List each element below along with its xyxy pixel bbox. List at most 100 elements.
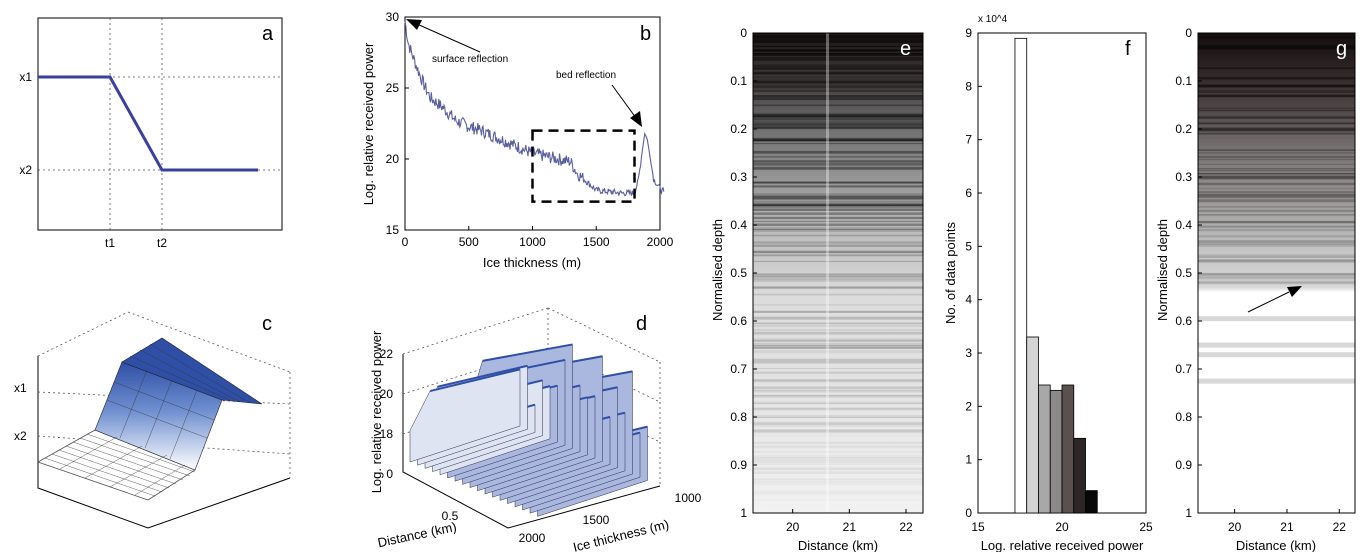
panel-a-y-tick: x1 [19, 70, 32, 84]
panel-d-x-tick: 0 [386, 467, 393, 481]
panel-b-x-tick: 500 [459, 235, 479, 249]
panel-d-y-tick: 1000 [675, 491, 702, 505]
panel-a-x-tick: t1 [105, 236, 115, 250]
panel-x-tick: 21 [843, 520, 857, 534]
panel-f-bar [1038, 384, 1051, 514]
panel-y-tick: 1 [740, 506, 747, 520]
panel-y-tick: 1 [1185, 506, 1192, 520]
panel-f-y-tick: 6 [965, 186, 972, 200]
panel-f-y-tick: 4 [965, 293, 972, 307]
panel-d-y-tick: 2000 [519, 531, 546, 545]
panel-y-tick: 0.7 [730, 362, 747, 376]
panel-b-annotation: surface reflection [432, 54, 508, 65]
panel-y-tick: 0.4 [1175, 218, 1192, 232]
panel-y-tick: 0.3 [1175, 170, 1192, 184]
panel-b-y-tick: 20 [386, 152, 400, 166]
panel-x-tick: 22 [899, 520, 913, 534]
panel-b-y-tick: 30 [386, 10, 400, 24]
panel-label-d: d [636, 313, 647, 335]
panel-e: 0 0.1 0.2 0.3 0.4 0.5 0.6 0.7 0.8 0.9 1 20 21 22 Dis… [710, 26, 924, 552]
panel-f-y-tick: 1 [965, 453, 972, 467]
panel-f-bar [1085, 490, 1098, 514]
panel-y-tick: 0.2 [1175, 122, 1192, 136]
panel-b-x-tick: 0 [402, 235, 409, 249]
panel-label-g: g [1336, 38, 1347, 60]
panel-b-series-line [404, 21, 665, 197]
panel-f-y-label: No. of data points [943, 222, 958, 324]
panel-y-tick: 0.6 [1175, 314, 1192, 328]
panel-a-y-tick: x2 [19, 163, 32, 177]
panel-y-tick: 0.9 [730, 458, 747, 472]
panel-g-x-label: Distance (km) [1236, 538, 1316, 552]
panel-c: x1 x2 c [14, 311, 291, 529]
panel-y-tick: 0.2 [730, 122, 747, 136]
panel-b-x-tick: 1000 [519, 235, 546, 249]
panel-e-y-label: Normalised depth [710, 219, 725, 321]
panel-g-layers [1198, 36, 1355, 384]
panel-y-tick: 0.8 [730, 410, 747, 424]
panel-c-y-tick: x2 [14, 429, 27, 443]
panel-e-layers [753, 35, 923, 474]
panel-b-x-tick: 2000 [647, 235, 674, 249]
panel-y-tick: 0 [1185, 26, 1192, 40]
panel-f-bar [1014, 37, 1028, 514]
panel-e-x-label: Distance (km) [798, 538, 878, 552]
panel-f-bar [1049, 389, 1063, 514]
panel-a-series-line [38, 75, 258, 172]
panel-f-multiplier: x 10^4 [978, 14, 1008, 25]
panel-f-x-label: Log. relative received power [981, 538, 1144, 552]
panel-y-tick: 0.5 [730, 266, 747, 280]
panel-f: 0 1 2 3 4 5 6 7 8 9 15 20 25 x 10^4 Log. relative r… [943, 14, 1153, 552]
panel-x-tick: 21 [1280, 520, 1294, 534]
panel-c-y-tick: x1 [14, 381, 27, 395]
panel-f-y-tick: 8 [965, 79, 972, 93]
panel-g: 0 0.1 0.2 0.3 0.4 0.5 0.6 0.7 0.8 0.9 1 20 21 22 Dis… [1155, 26, 1356, 552]
panel-d-z-tick: 20 [380, 387, 394, 401]
panel-d-x-tick: 0.5 [442, 509, 459, 523]
panel-y-tick: 0.1 [1175, 74, 1192, 88]
panel-d-z-tick: 22 [380, 347, 394, 361]
panel-b-annotation: bed reflection [556, 70, 616, 81]
panel-f-bar [1026, 336, 1039, 514]
panel-label-b: b [640, 23, 651, 45]
panel-b-dashed-box [531, 129, 636, 203]
panel-e-image [753, 33, 923, 513]
panel-y-tick: 0.7 [1175, 362, 1192, 376]
panel-y-tick: 0.9 [1175, 458, 1192, 472]
panel-label-e: e [900, 38, 911, 60]
panel-a: t1 t2 x1 x2 a [19, 17, 283, 250]
panel-f-y-tick: 7 [965, 133, 972, 147]
panel-f-bar [1061, 384, 1075, 514]
panel-y-tick: 0 [740, 26, 747, 40]
panel-x-tick: 20 [786, 520, 800, 534]
panel-b: 0 500 1000 1500 2000 15 20 25 30 Ice thickness … [361, 10, 674, 270]
panel-d-z-tick: 18 [380, 427, 394, 441]
panel-f-y-tick: 0 [965, 506, 972, 520]
panel-label-c: c [262, 313, 272, 335]
panel-y-tick: 0.1 [730, 74, 747, 88]
panel-y-tick: 0.5 [1175, 266, 1192, 280]
panel-x-tick: 22 [1333, 520, 1347, 534]
panel-g-image [1198, 33, 1355, 513]
panel-g-y-label: Normalised depth [1155, 219, 1170, 321]
panel-d-y-tick: 1500 [583, 513, 610, 527]
panel-f-y-tick: 9 [965, 26, 972, 40]
panel-b-x-label: Ice thickness (m) [483, 255, 581, 270]
panel-b-y-tick: 15 [386, 223, 400, 237]
panel-label-f: f [1125, 38, 1131, 60]
panel-f-bar [1073, 437, 1086, 514]
panel-f-x-tick: 15 [971, 520, 985, 534]
panel-y-tick: 0.4 [730, 218, 747, 232]
panel-label-a: a [262, 23, 274, 45]
panel-b-y-tick: 25 [386, 81, 400, 95]
panel-b-x-tick: 1500 [583, 235, 610, 249]
panel-f-x-tick: 20 [1055, 520, 1069, 534]
panel-f-y-tick: 5 [965, 239, 972, 253]
panel-d-z-label: Log. relative received power [369, 330, 384, 493]
panel-f-y-tick: 2 [965, 399, 972, 413]
panel-a-frame [37, 17, 283, 231]
panel-b-y-label: Log. relative received power [361, 42, 376, 205]
panel-a-x-tick: t2 [157, 236, 167, 250]
panel-y-tick: 0.3 [730, 170, 747, 184]
